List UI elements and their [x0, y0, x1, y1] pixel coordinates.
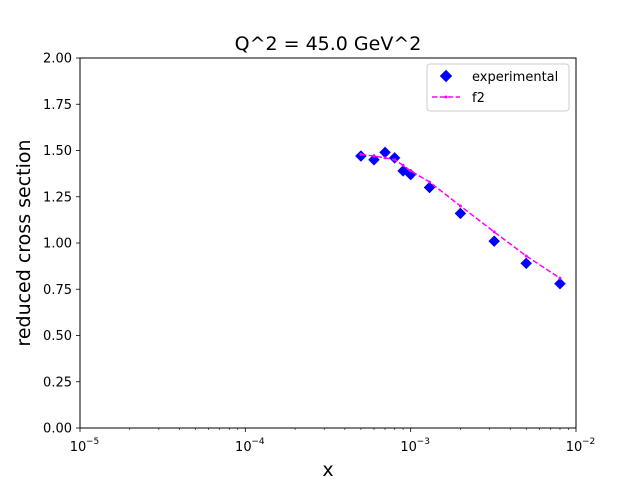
x-tick-label: 10: [400, 440, 417, 455]
data-point-f2: [383, 156, 387, 160]
data-point-f2: [393, 158, 397, 162]
data-point-experimental: [368, 153, 380, 166]
y-tick-label: 1.25: [43, 190, 72, 205]
data-point-f2: [492, 230, 496, 234]
y-tick-label: 1.75: [43, 98, 72, 113]
data-point-f2: [524, 254, 528, 258]
legend-label-experimental: experimental: [472, 70, 558, 85]
x-tick-exponent: −3: [417, 437, 430, 447]
chart-title: Q^2 = 45.0 GeV^2: [235, 33, 422, 55]
data-point-experimental: [454, 207, 467, 220]
x-axis-label: x: [322, 459, 333, 480]
x-tick-exponent: −5: [86, 437, 99, 447]
legend-box: [426, 63, 570, 112]
x-tick-exponent: −4: [251, 437, 265, 447]
y-tick-label: 0.00: [43, 422, 72, 437]
y-tick-label: 1.50: [43, 144, 72, 159]
y-tick-label: 0.25: [43, 375, 72, 390]
data-point-f2: [428, 180, 432, 184]
data-point-f2: [401, 163, 405, 167]
legend-diamond-marker: [439, 69, 453, 83]
y-tick-label: 0.50: [43, 329, 72, 344]
data-point-experimental: [554, 277, 566, 290]
legend: experimental f2: [426, 63, 570, 112]
legend-point-marker: [444, 95, 448, 99]
y-axis-label: reduced cross section: [13, 139, 35, 346]
x-axis: 10 −5 10 −4 10 −3 10 −2: [70, 428, 595, 455]
data-point-experimental: [520, 257, 533, 270]
y-tick-label: 0.75: [43, 283, 72, 298]
data-point-f2: [458, 204, 462, 208]
data-point-experimental: [488, 235, 501, 248]
y-tick-label: 2.00: [43, 52, 72, 67]
x-tick-exponent: −2: [582, 437, 595, 447]
data-point-experimental: [388, 152, 401, 164]
data-point-f2: [359, 152, 363, 156]
y-axis: 0.00 0.25 0.50 0.75 1.00 1.25 1.50 1.75 2.00: [43, 52, 80, 437]
data-point-f2: [409, 169, 413, 173]
data-point-f2: [372, 154, 376, 158]
y-tick-label: 1.00: [43, 237, 72, 252]
plot-area: [355, 146, 566, 290]
series-line-f2: [360, 153, 561, 279]
x-tick-label: 10: [566, 440, 583, 455]
x-tick-label: 10: [70, 440, 87, 455]
legend-label-f2: f2: [472, 91, 485, 106]
data-point-f2: [558, 276, 562, 280]
x-tick-label: 10: [235, 440, 252, 455]
